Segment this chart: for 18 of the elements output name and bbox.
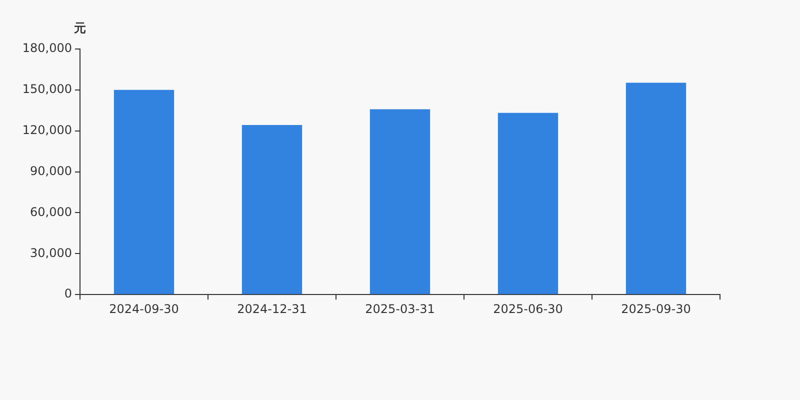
y-axis-title: 元 (73, 21, 86, 36)
x-tick-label: 2024-12-31 (237, 302, 307, 316)
y-tick-label: 120,000 (22, 122, 72, 137)
x-tick-label: 2024-09-30 (109, 302, 179, 316)
bar (114, 90, 174, 294)
y-tick-label: 60,000 (30, 204, 72, 219)
bar (242, 125, 302, 294)
x-tick-label: 2025-09-30 (621, 302, 691, 316)
bar (626, 82, 686, 294)
y-tick-label: 90,000 (30, 164, 72, 178)
y-tick-label: 0 (64, 286, 72, 301)
bar (370, 109, 430, 294)
x-tick-label: 2025-06-30 (493, 302, 563, 316)
y-tick-label: 150,000 (22, 82, 72, 96)
x-tick-label: 2025-03-31 (365, 302, 435, 316)
y-tick-label: 30,000 (30, 246, 72, 260)
y-tick-label: 180,000 (22, 41, 72, 56)
bar (498, 112, 558, 294)
